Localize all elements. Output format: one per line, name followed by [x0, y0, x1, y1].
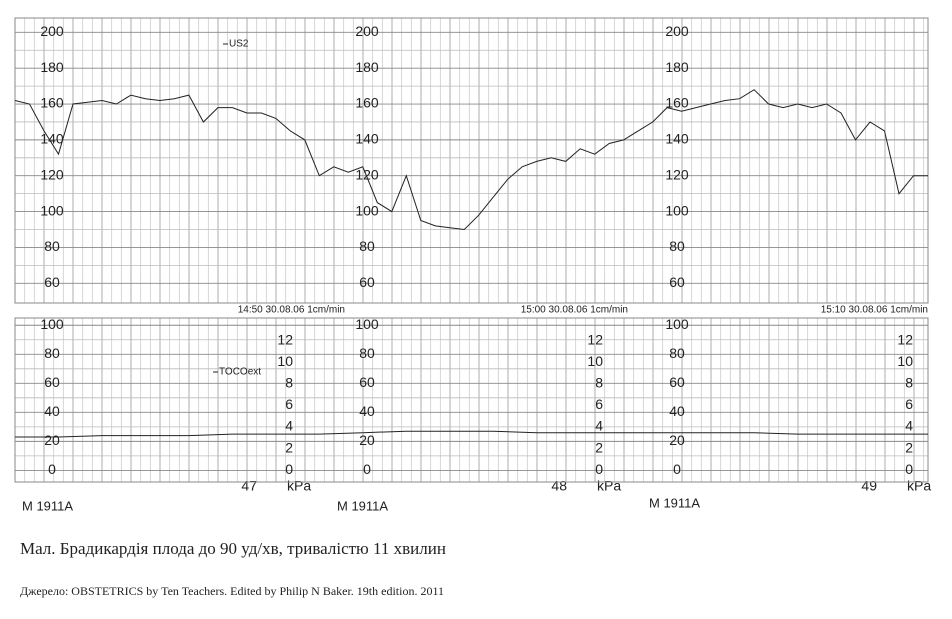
y-tick-label: 80	[669, 345, 685, 361]
y-tick-label: 60	[44, 274, 60, 290]
y-tick-label: 0	[48, 461, 56, 477]
y-tick-label: 20	[669, 432, 685, 448]
y-tick-label: 200	[665, 23, 689, 39]
y2-tick-label: 12	[277, 331, 293, 347]
y2-tick-label: 10	[277, 353, 293, 369]
y-tick-label: 180	[40, 59, 64, 75]
y-tick-label: 80	[359, 345, 375, 361]
y2-tick-label: 2	[595, 439, 603, 455]
y-tick-label: 60	[669, 274, 685, 290]
y-tick-label: 100	[665, 316, 689, 332]
y-tick-label: 0	[363, 461, 371, 477]
y-tick-label: 100	[40, 316, 64, 332]
y2-tick-label: 8	[285, 375, 293, 391]
y2-tick-label: 6	[285, 396, 293, 412]
y-tick-label: 160	[40, 95, 64, 111]
y-tick-label: 80	[359, 238, 375, 254]
time-annotation: 15:00 30.08.06 1cm/min	[521, 305, 628, 316]
y-tick-label: 20	[359, 432, 375, 448]
legend-label: TOCOext	[219, 367, 261, 378]
y-tick-label: 60	[44, 374, 60, 390]
y-tick-label: 200	[355, 23, 379, 39]
y-tick-label: 40	[44, 403, 60, 419]
y-tick-label: 120	[355, 166, 379, 182]
device-label: M 1911A	[22, 498, 73, 513]
y-tick-label: 160	[355, 95, 379, 111]
y-tick-label: 140	[665, 131, 689, 147]
y2-tick-label: 10	[897, 353, 913, 369]
y2-tick-label: 2	[905, 439, 913, 455]
y2-tick-label: 6	[905, 396, 913, 412]
y-tick-label: 100	[355, 202, 379, 218]
source: Джерело: OBSTETRICS by Ten Teachers. Edi…	[20, 584, 444, 598]
y-tick-label: 60	[359, 374, 375, 390]
page-number: 49	[861, 478, 877, 494]
page-number: 48	[551, 478, 567, 494]
y2-tick-label: 12	[587, 331, 603, 347]
device-label: M 1911A	[649, 495, 700, 510]
time-annotation: 14:50 30.08.06 1cm/min	[238, 305, 345, 316]
y2-axis-label: kPa	[597, 478, 621, 494]
time-annotation: 15:10 30.08.06 1cm/min	[821, 305, 928, 316]
device-label: M 1911A	[337, 498, 388, 513]
caption: Мал. Брадикардія плода до 90 уд/хв, трив…	[20, 539, 446, 558]
y2-tick-label: 10	[587, 353, 603, 369]
plot-border	[14, 17, 929, 304]
page-number: 47	[241, 478, 257, 494]
y-tick-label: 200	[40, 23, 64, 39]
y-tick-label: 80	[44, 238, 60, 254]
y-tick-label: 140	[355, 131, 379, 147]
y2-tick-label: 8	[905, 375, 913, 391]
y2-tick-label: 6	[595, 396, 603, 412]
y2-tick-label: 12	[897, 331, 913, 347]
trace-line	[15, 430, 928, 438]
y-tick-label: 160	[665, 95, 689, 111]
y-tick-label: 20	[44, 432, 60, 448]
plot-border	[14, 317, 929, 483]
y-tick-label: 120	[40, 166, 64, 182]
y-tick-label: 0	[673, 461, 681, 477]
y2-tick-label: 0	[905, 461, 913, 477]
y-tick-label: 120	[665, 166, 689, 182]
y2-tick-label: 2	[285, 439, 293, 455]
y-tick-label: 40	[669, 403, 685, 419]
y-tick-label: 80	[669, 238, 685, 254]
y2-axis-label: kPa	[287, 478, 311, 494]
y2-tick-label: 4	[905, 418, 913, 434]
y-tick-label: 80	[44, 345, 60, 361]
y2-tick-label: 4	[595, 418, 603, 434]
y2-tick-label: 8	[595, 375, 603, 391]
trace-line	[14, 89, 928, 231]
y-tick-label: 180	[665, 59, 689, 75]
y2-tick-label: 0	[595, 461, 603, 477]
y-tick-label: 40	[359, 403, 375, 419]
y2-tick-label: 4	[285, 418, 293, 434]
y-tick-label: 60	[359, 274, 375, 290]
legend-label: US2	[229, 39, 249, 50]
y2-tick-label: 0	[285, 461, 293, 477]
y-tick-label: 180	[355, 59, 379, 75]
y-tick-label: 100	[40, 202, 64, 218]
y-tick-label: 100	[355, 316, 379, 332]
y-tick-label: 100	[665, 202, 689, 218]
y-tick-label: 60	[669, 374, 685, 390]
